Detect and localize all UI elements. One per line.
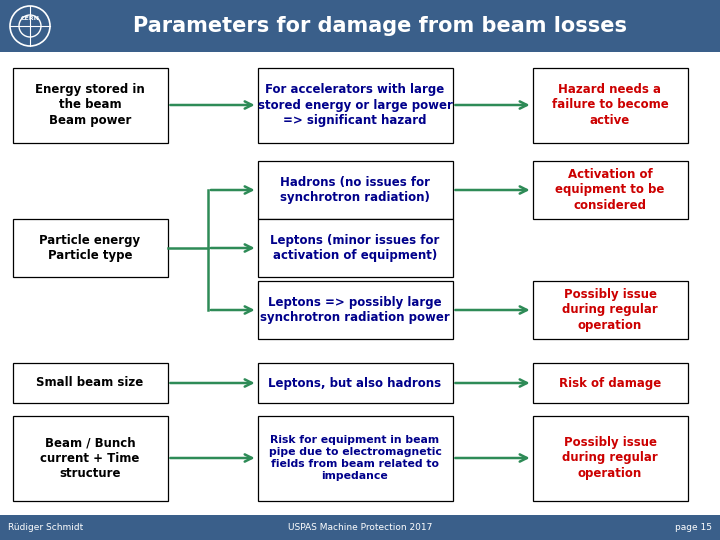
FancyBboxPatch shape: [258, 415, 452, 501]
Text: Energy stored in
the beam
Beam power: Energy stored in the beam Beam power: [35, 83, 145, 127]
FancyBboxPatch shape: [12, 219, 168, 277]
Text: Leptons, but also hadrons: Leptons, but also hadrons: [269, 376, 441, 389]
FancyBboxPatch shape: [258, 219, 452, 277]
Text: Particle energy
Particle type: Particle energy Particle type: [40, 234, 140, 262]
Text: Rüdiger Schmidt: Rüdiger Schmidt: [8, 523, 84, 532]
Text: Leptons => possibly large
synchrotron radiation power: Leptons => possibly large synchrotron ra…: [260, 296, 450, 324]
FancyBboxPatch shape: [533, 68, 688, 143]
Bar: [0, 515, 720, 540]
Text: Risk for equipment in beam
pipe due to electromagnetic
fields from beam related : Risk for equipment in beam pipe due to e…: [269, 435, 441, 481]
FancyBboxPatch shape: [12, 415, 168, 501]
Text: Beam / Bunch
current + Time
structure: Beam / Bunch current + Time structure: [40, 436, 140, 480]
Text: Small beam size: Small beam size: [37, 376, 143, 389]
Text: page 15: page 15: [675, 523, 712, 532]
Text: For accelerators with large
stored energy or large power
=> significant hazard: For accelerators with large stored energ…: [258, 83, 452, 127]
FancyBboxPatch shape: [533, 281, 688, 339]
FancyBboxPatch shape: [533, 161, 688, 219]
FancyBboxPatch shape: [12, 68, 168, 143]
FancyBboxPatch shape: [12, 363, 168, 403]
Text: Risk of damage: Risk of damage: [559, 376, 661, 389]
FancyBboxPatch shape: [258, 363, 452, 403]
Text: Parameters for damage from beam losses: Parameters for damage from beam losses: [133, 16, 627, 36]
Bar: [0, 0, 720, 52]
Text: Hadrons (no issues for
synchrotron radiation): Hadrons (no issues for synchrotron radia…: [280, 176, 430, 204]
FancyBboxPatch shape: [533, 363, 688, 403]
Text: CERN: CERN: [20, 17, 40, 22]
Text: Possibly issue
during regular
operation: Possibly issue during regular operation: [562, 436, 658, 480]
Text: USPAS Machine Protection 2017: USPAS Machine Protection 2017: [288, 523, 432, 532]
Text: Activation of
equipment to be
considered: Activation of equipment to be considered: [555, 168, 665, 212]
Text: Possibly issue
during regular
operation: Possibly issue during regular operation: [562, 288, 658, 332]
FancyBboxPatch shape: [533, 415, 688, 501]
FancyBboxPatch shape: [258, 281, 452, 339]
FancyBboxPatch shape: [258, 161, 452, 219]
Text: Leptons (minor issues for
activation of equipment): Leptons (minor issues for activation of …: [270, 234, 440, 262]
Text: Hazard needs a
failure to become
active: Hazard needs a failure to become active: [552, 83, 668, 127]
FancyBboxPatch shape: [258, 68, 452, 143]
